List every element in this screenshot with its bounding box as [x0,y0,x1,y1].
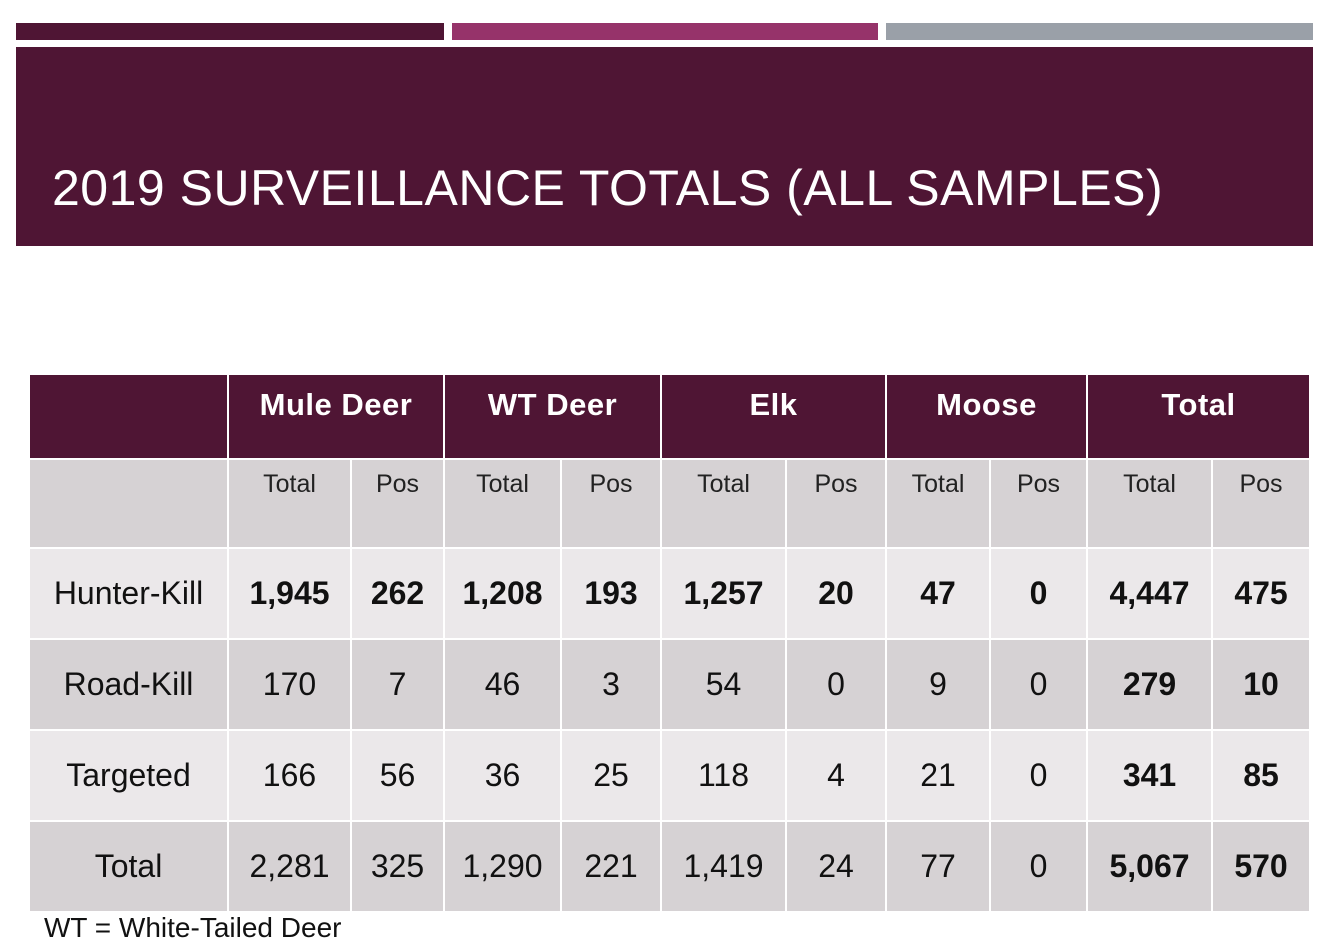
table-cell: 47 [885,547,992,640]
table-cell: 325 [349,820,446,913]
table-cell: 0 [989,638,1089,731]
subheader-cell: Total [1086,458,1214,549]
table-cell: 46 [443,638,563,731]
table-cell: 1,208 [443,547,563,640]
table-cell: 0 [785,638,888,731]
table-cell: 7 [349,638,446,731]
species-header-wt-deer: WT Deer [443,373,663,460]
subheader-blank [28,458,229,549]
table-cell: 54 [660,638,788,731]
subheader-cell: Pos [349,458,446,549]
table-row-targeted: Targeted 166 56 36 25 118 4 21 0 341 85 [28,729,1312,822]
subheader-cell: Total [885,458,992,549]
table-cell: 24 [785,820,888,913]
table-cell: 4,447 [1086,547,1214,640]
species-header-elk: Elk [660,373,888,460]
row-label: Hunter-Kill [28,547,229,640]
footnote: WT = White-Tailed Deer [44,912,342,943]
table-cell: 4 [785,729,888,822]
table-cell: 170 [227,638,352,731]
row-label: Total [28,820,229,913]
table-cell: 25 [560,729,663,822]
table-row-road-kill: Road-Kill 170 7 46 3 54 0 9 0 279 10 [28,638,1312,731]
table-cell: 0 [989,820,1089,913]
subheader-cell: Pos [989,458,1089,549]
species-header-total: Total [1086,373,1312,460]
table-cell: 193 [560,547,663,640]
accent-bar-middle [452,23,878,40]
table-cell: 279 [1086,638,1214,731]
table-cell: 0 [989,547,1089,640]
table-cell: 1,419 [660,820,788,913]
species-header-row: Mule Deer WT Deer Elk Moose Total [28,373,1312,460]
subheader-cell: Pos [560,458,663,549]
corner-cell [28,373,229,460]
surveillance-table: Mule Deer WT Deer Elk Moose Total Total … [28,373,1312,913]
title-band: 2019 SURVEILLANCE TOTALS (ALL SAMPLES) [16,47,1313,246]
accent-bar-left [16,23,444,40]
table-cell: 2,281 [227,820,352,913]
subheader-row: Total Pos Total Pos Total Pos Total Pos … [28,458,1312,549]
table-cell: 166 [227,729,352,822]
table-cell: 1,945 [227,547,352,640]
subheader-cell: Pos [785,458,888,549]
table-cell: 0 [989,729,1089,822]
table-cell: 20 [785,547,888,640]
table-cell: 3 [560,638,663,731]
table-cell: 262 [349,547,446,640]
table-cell: 1,257 [660,547,788,640]
row-label: Road-Kill [28,638,229,731]
subheader-cell: Total [443,458,563,549]
accent-bar-right [886,23,1313,40]
table-cell: 9 [885,638,992,731]
species-header-mule-deer: Mule Deer [226,373,446,460]
subheader-cell: Total [660,458,788,549]
table-cell: 1,290 [443,820,563,913]
species-header-moose: Moose [885,373,1089,460]
table-row-total: Total 2,281 325 1,290 221 1,419 24 77 0 … [28,820,1312,913]
table-cell: 221 [560,820,663,913]
slide-title: 2019 SURVEILLANCE TOTALS (ALL SAMPLES) [52,160,1164,216]
subheader-cell: Pos [1211,458,1312,549]
table-cell: 10 [1211,638,1312,731]
table-cell: 5,067 [1086,820,1214,913]
subheader-cell: Total [227,458,352,549]
table-cell: 570 [1211,820,1312,913]
table-cell: 77 [885,820,992,913]
table-row-hunter-kill: Hunter-Kill 1,945 262 1,208 193 1,257 20… [28,547,1312,640]
table-cell: 341 [1086,729,1214,822]
row-label: Targeted [28,729,229,822]
table-cell: 56 [349,729,446,822]
table-cell: 475 [1211,547,1312,640]
table-cell: 85 [1211,729,1312,822]
table-cell: 21 [885,729,992,822]
table-cell: 118 [660,729,788,822]
table-cell: 36 [443,729,563,822]
